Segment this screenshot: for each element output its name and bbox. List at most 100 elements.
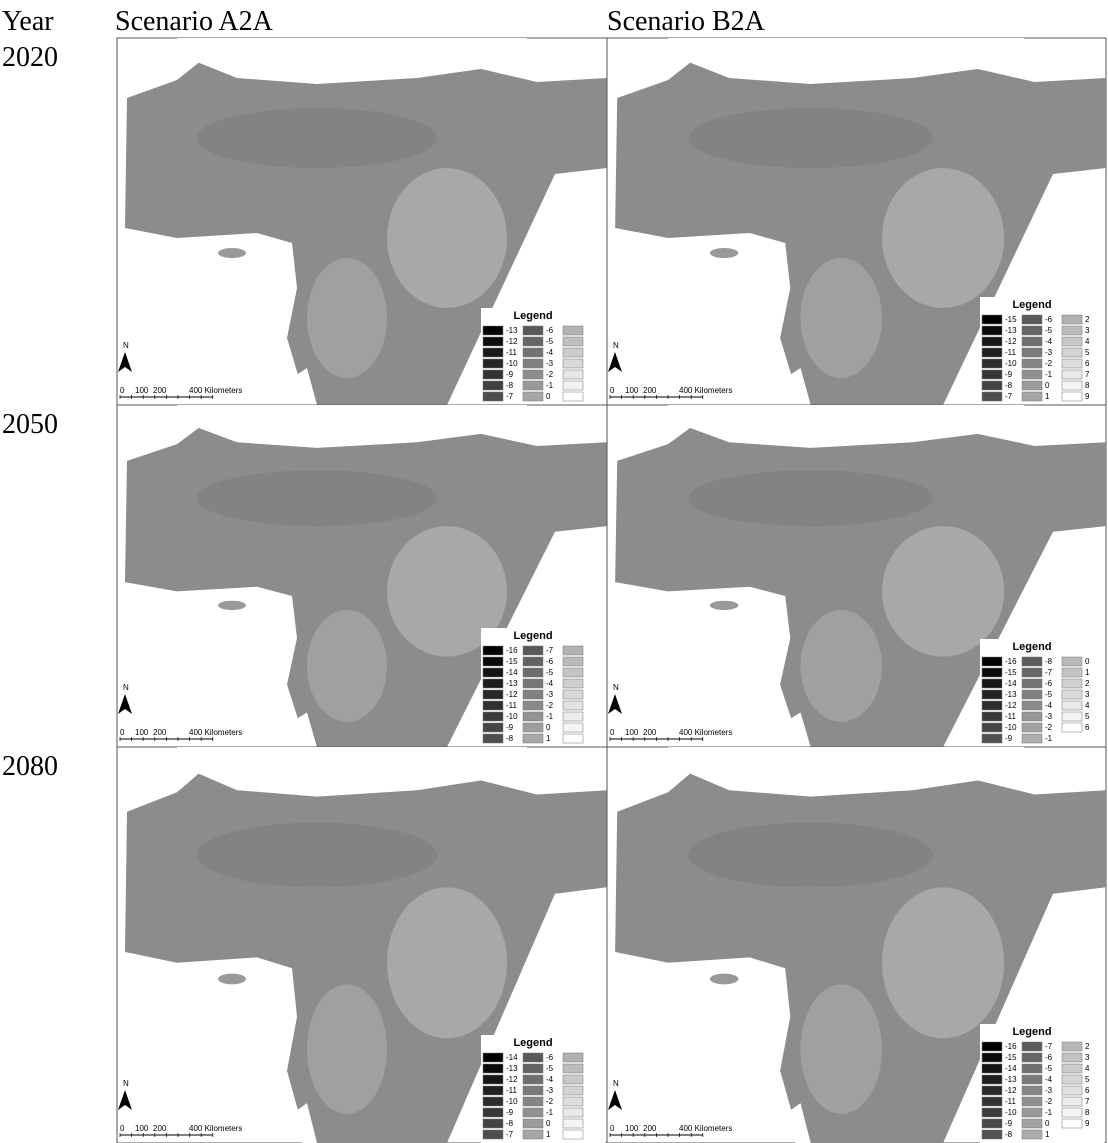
legend-label: -6 (1045, 1053, 1053, 1062)
north-label: N (123, 683, 129, 692)
scale-label: 0 (120, 728, 125, 737)
cyprus (709, 973, 739, 985)
relief (307, 984, 387, 1114)
legend-swatch (1061, 667, 1083, 678)
legend-swatch (522, 391, 544, 402)
row-year: 2050 (2, 409, 58, 440)
legend-swatch (1021, 325, 1043, 336)
legend-label: -8 (506, 381, 514, 390)
map-panel: N0 100 200 400 KilometersLegend-16-15-14-13… (606, 746, 1107, 1143)
legend-label: -14 (506, 668, 518, 677)
legend-label: -1 (546, 381, 554, 390)
legend-swatch (562, 733, 584, 744)
legend-label: -4 (546, 679, 554, 688)
legend-swatch (981, 325, 1003, 336)
legend-swatch (1021, 314, 1043, 325)
legend-label: 0 (1085, 657, 1090, 666)
legend-label: -5 (1045, 1064, 1053, 1073)
legend-swatch (1021, 347, 1043, 358)
north-arrow (118, 1090, 132, 1110)
legend-swatch (562, 656, 584, 667)
scale-label: 400 Kilometers (189, 728, 242, 737)
legend-swatch (1061, 358, 1083, 369)
relief (881, 526, 1005, 657)
legend-label: -11 (506, 1086, 518, 1095)
legend-swatch (981, 347, 1003, 358)
legend-label: -3 (546, 690, 554, 699)
legend-label: -7 (506, 392, 514, 401)
legend-swatch (981, 391, 1003, 402)
legend-swatch (1021, 700, 1043, 711)
legend-label: -7 (1045, 668, 1053, 677)
legend-swatch (981, 1118, 1003, 1129)
legend-swatch (1021, 1041, 1043, 1052)
legend-swatch (981, 1107, 1003, 1118)
legend-label: 8 (1085, 1108, 1090, 1117)
legend-swatch (522, 1063, 544, 1074)
legend-swatch (522, 645, 544, 656)
sinai-gulf (292, 368, 317, 405)
legend-swatch (522, 733, 544, 744)
legend-label: -7 (506, 1130, 514, 1139)
legend-label: -2 (1045, 723, 1053, 732)
legend-swatch (1061, 711, 1083, 722)
legend-swatch (522, 722, 544, 733)
legend-swatch (981, 1052, 1003, 1063)
north-arrow (608, 1090, 622, 1110)
legend-label: -10 (1005, 1108, 1017, 1117)
north-label: N (613, 341, 619, 350)
legend-label: -14 (1005, 679, 1017, 688)
legend-label: -5 (546, 1064, 554, 1073)
sinai-gulf (785, 368, 811, 405)
legend-swatch (1061, 1041, 1083, 1052)
legend-swatch (522, 1074, 544, 1085)
legend-label: -2 (546, 370, 554, 379)
legend-swatch (1061, 700, 1083, 711)
legend-swatch (1021, 391, 1043, 402)
legend-swatch (522, 369, 544, 380)
legend-swatch (562, 1085, 584, 1096)
black-sea (668, 405, 1025, 448)
legend-label: -9 (1005, 1119, 1013, 1128)
legend-swatch (981, 656, 1003, 667)
cyprus (709, 248, 739, 258)
legend-label: -6 (1045, 315, 1053, 324)
north-label: N (613, 683, 619, 692)
legend-swatch (1021, 678, 1043, 689)
legend-label: -1 (1045, 370, 1053, 379)
relief (688, 108, 933, 168)
legend-swatch (522, 325, 544, 336)
legend-label: 9 (1085, 392, 1090, 401)
legend-swatch (1061, 689, 1083, 700)
legend-title: Legend (513, 310, 552, 322)
legend-swatch (482, 1118, 504, 1129)
legend-swatch (1021, 689, 1043, 700)
legend-label: -8 (1045, 657, 1053, 666)
legend-label: -2 (546, 701, 554, 710)
legend-label: 1 (1085, 668, 1090, 677)
legend-label: -9 (1005, 734, 1013, 743)
legend-swatch (562, 380, 584, 391)
legend-label: -9 (506, 370, 514, 379)
legend-label: -11 (1005, 712, 1017, 721)
black-sea (177, 747, 527, 797)
legend-swatch (981, 1085, 1003, 1096)
legend-swatch (482, 1085, 504, 1096)
north-label: N (613, 1079, 619, 1088)
legend-swatch (482, 678, 504, 689)
scale-label: 200 (643, 728, 657, 737)
relief (197, 822, 437, 888)
legend-swatch (1021, 722, 1043, 733)
legend-swatch (562, 645, 584, 656)
legend-swatch (1061, 369, 1083, 380)
legend-swatch (1061, 1096, 1083, 1107)
legend-label: 3 (1085, 690, 1090, 699)
legend-label: 3 (1085, 1053, 1090, 1062)
legend-swatch (1061, 1085, 1083, 1096)
legend-swatch (482, 391, 504, 402)
map-panel: N0 100 200 400 KilometersLegend-13-12-11-10… (116, 37, 608, 406)
legend-swatch (981, 314, 1003, 325)
legend-label: -16 (1005, 657, 1017, 666)
map-panel: N0 100 200 400 KilometersLegend-16-15-14-13… (116, 404, 608, 748)
legend-label: -8 (506, 1119, 514, 1128)
